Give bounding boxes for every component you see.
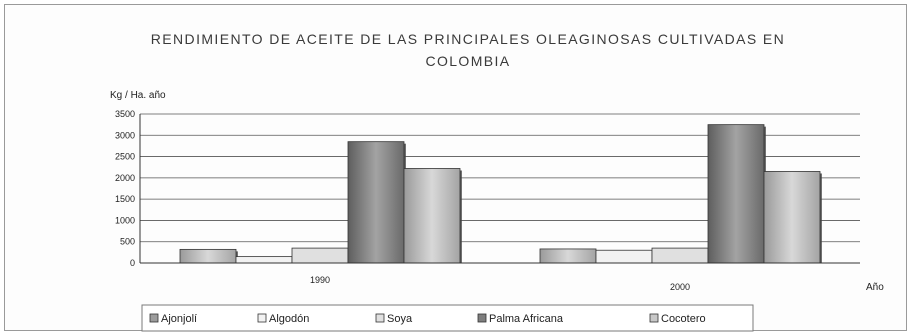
- x-tick-label: 1990: [310, 275, 330, 285]
- y-axis-label: Kg / Ha. año: [110, 90, 166, 101]
- y-tick-label: 2500: [115, 152, 135, 162]
- bar: [539, 248, 597, 264]
- legend-entry: Algodón: [269, 313, 309, 325]
- bar: [763, 171, 821, 264]
- legend-swatch: [477, 313, 487, 323]
- legend-entry: Palma Africana: [489, 313, 564, 325]
- y-axis-ticks: 0 500 1000 1500 2000 2500 3000 3500: [115, 109, 135, 268]
- bar: [291, 247, 349, 264]
- chart-title-line-1: RENDIMIENTO DE ACEITE DE LAS PRINCIPALES…: [151, 31, 785, 47]
- y-tick-label: 500: [120, 237, 135, 247]
- legend-entry: Ajonjolí: [161, 313, 197, 325]
- bar: [403, 168, 461, 264]
- legend-swatch: [649, 313, 659, 323]
- y-tick-label: 1000: [115, 215, 135, 225]
- x-tick-label: 2000: [670, 282, 690, 292]
- y-tick-label: 0: [130, 258, 135, 268]
- y-tick-label: 1500: [115, 194, 135, 204]
- x-axis-label: Año: [866, 282, 884, 293]
- legend-swatch: [149, 313, 159, 323]
- chart-title-line-2: COLOMBIA: [425, 53, 510, 69]
- y-tick-label: 2000: [115, 173, 135, 183]
- legend-swatch: [257, 313, 267, 323]
- y-tick-label: 3000: [115, 130, 135, 140]
- bars: [179, 124, 822, 264]
- legend-entry: Soya: [387, 313, 413, 325]
- bar: [651, 247, 709, 264]
- bar: [347, 141, 405, 264]
- legend-entry: Cocotero: [661, 313, 706, 325]
- bar: [235, 256, 293, 264]
- legend-swatch: [375, 313, 385, 323]
- y-tick-label: 3500: [115, 109, 135, 119]
- bar: [179, 248, 237, 264]
- legend: Ajonjolí Algodón Soya Palma Africana Cocoter…: [149, 313, 706, 325]
- x-axis-labels: 1990 2000: [310, 275, 690, 292]
- bar: [595, 249, 653, 264]
- bar: [707, 124, 765, 264]
